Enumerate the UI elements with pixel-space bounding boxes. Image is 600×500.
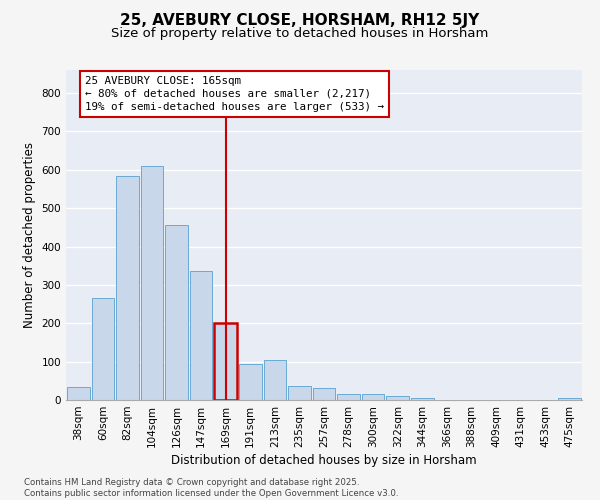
Bar — [67, 386, 89, 400]
Bar — [116, 176, 139, 400]
Bar — [140, 166, 163, 400]
Bar — [337, 394, 360, 400]
Bar — [214, 324, 237, 400]
Bar — [239, 364, 262, 400]
Text: 25, AVEBURY CLOSE, HORSHAM, RH12 5JY: 25, AVEBURY CLOSE, HORSHAM, RH12 5JY — [121, 12, 479, 28]
Text: 25 AVEBURY CLOSE: 165sqm
← 80% of detached houses are smaller (2,217)
19% of sem: 25 AVEBURY CLOSE: 165sqm ← 80% of detach… — [85, 76, 384, 112]
Bar — [559, 398, 581, 400]
Bar — [190, 272, 212, 400]
Bar — [165, 226, 188, 400]
Text: Contains HM Land Registry data © Crown copyright and database right 2025.
Contai: Contains HM Land Registry data © Crown c… — [24, 478, 398, 498]
Bar — [263, 360, 286, 400]
X-axis label: Distribution of detached houses by size in Horsham: Distribution of detached houses by size … — [171, 454, 477, 467]
Bar — [288, 386, 311, 400]
Y-axis label: Number of detached properties: Number of detached properties — [23, 142, 36, 328]
Bar — [313, 388, 335, 400]
Bar — [386, 396, 409, 400]
Bar — [411, 398, 434, 400]
Bar — [92, 298, 114, 400]
Text: Size of property relative to detached houses in Horsham: Size of property relative to detached ho… — [112, 28, 488, 40]
Bar — [362, 394, 385, 400]
